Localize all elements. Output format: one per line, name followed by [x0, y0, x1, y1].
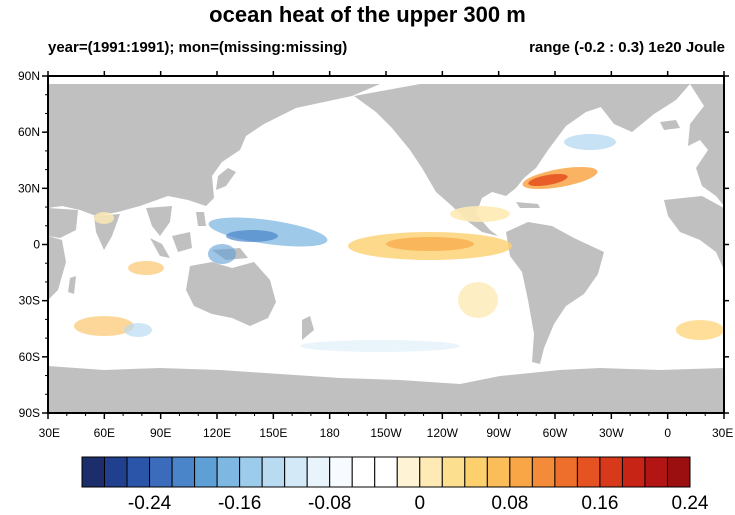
land-southamerica [506, 222, 604, 364]
lon-tick-label: 60E [94, 426, 115, 440]
lon-tick-label: 30E [712, 426, 733, 440]
lat-tick-label: 30S [19, 294, 40, 308]
land-northamerica [354, 84, 620, 236]
land-arabia [48, 208, 78, 238]
colorbar-swatch [171, 456, 196, 488]
anomaly-east-pacific-core [386, 237, 474, 251]
chart-title: ocean heat of the upper 300 m [209, 2, 526, 27]
colorbar-swatch [81, 456, 106, 488]
colorbar-swatch [509, 456, 533, 488]
lat-tick-label: 60N [18, 125, 40, 139]
colorbar-swatch [149, 456, 173, 488]
lat-tick-label: 90N [18, 69, 40, 83]
anomaly-layer [74, 134, 724, 352]
subtitle-period: year=(1991:1991); mon=(missing:missing) [48, 39, 348, 56]
lon-tick-label: 180 [320, 426, 340, 440]
colorbar-swatch [306, 456, 331, 488]
land-newzealand [302, 316, 314, 340]
land-africa-west [664, 196, 724, 270]
lon-tick-label: 90W [486, 426, 511, 440]
colorbar-swatch [621, 456, 646, 488]
anomaly-south-indian-cool [124, 323, 152, 337]
colorbar-label: 0.08 [491, 493, 528, 514]
lon-tick-label: 30E [39, 426, 60, 440]
land-iceland [660, 120, 680, 130]
land-sumatra [150, 238, 170, 258]
longitude-axis: 30E 60E 90E 120E 150E 180 150W 120W 90W 60W 30W 0 30… [39, 71, 733, 440]
anomaly-indian-warm [128, 261, 164, 275]
subtitle-range: range (-0.2 : 0.3) 1e20 Joule [529, 39, 725, 56]
colorbar-label: 0.24 [672, 493, 709, 514]
colorbar-label: -0.16 [218, 493, 261, 514]
colorbar-swatch [239, 456, 263, 488]
lon-tick-label: 150W [370, 426, 402, 440]
anomaly-west-pacific-core [226, 230, 278, 242]
lon-tick-label: 120W [427, 426, 459, 440]
colorbar-swatch [419, 456, 443, 488]
latitude-axis: 90N 60N 30N 0 30S 60S 90S [18, 69, 729, 420]
anomaly-arabian-warm [94, 212, 114, 224]
lon-tick-label: 150E [259, 426, 287, 440]
colorbar-label: -0.08 [308, 493, 351, 514]
colorbar-swatch [261, 456, 286, 488]
land-cuba [516, 202, 540, 208]
land-japan [216, 168, 236, 190]
colorbar-swatch [284, 456, 308, 488]
land-europe [688, 84, 724, 206]
lon-tick-label: 0 [664, 426, 671, 440]
colorbar-swatch [486, 456, 511, 488]
colorbar-label: 0 [414, 493, 425, 514]
colorbar-labels: -0.24 -0.16 -0.08 0 0.08 0.16 0.24 [128, 493, 709, 514]
land-borneo [172, 232, 192, 252]
colorbar-swatch [329, 456, 353, 488]
colorbar-swatch [554, 456, 578, 488]
colorbar-swatch [599, 456, 623, 488]
anomaly-north-pacific-warm [450, 206, 510, 222]
land-australia [186, 262, 276, 326]
lon-tick-label: 90E [150, 426, 171, 440]
colorbar-swatch [666, 456, 691, 488]
land-africa [48, 236, 66, 300]
colorbar-swatch [531, 456, 556, 488]
land-greenland [586, 84, 690, 132]
lon-tick-label: 120E [203, 426, 231, 440]
colorbar-swatch [396, 456, 421, 488]
land-layer [48, 84, 724, 413]
colorbar-swatch [194, 456, 218, 488]
lon-tick-label: 60W [543, 426, 568, 440]
colorbar-label: 0.16 [581, 493, 618, 514]
anomaly-gulfstream-core [528, 173, 568, 187]
lat-tick-label: 60S [19, 350, 40, 364]
colorbar-label: -0.24 [128, 493, 172, 514]
lat-tick-label: 90S [19, 406, 40, 420]
colorbar [81, 456, 691, 488]
colorbar-swatch [351, 456, 376, 488]
lat-tick-label: 30N [18, 181, 40, 195]
colorbar-swatch [441, 456, 466, 488]
colorbar-swatch [126, 456, 151, 488]
land-indochina [146, 206, 172, 236]
anomaly-south-atlantic-warm [676, 320, 724, 340]
land-eurasia [48, 84, 380, 216]
land-antarctica [48, 366, 724, 413]
anomaly-south-pacific-warm [458, 282, 498, 318]
lat-tick-label: 0 [33, 238, 40, 252]
anomaly-labrador-cool [564, 134, 616, 150]
lon-tick-label: 30W [599, 426, 624, 440]
anomaly-south-ocean-cool [300, 340, 460, 352]
colorbar-swatch [644, 456, 668, 488]
colorbar-swatch [374, 456, 398, 488]
land-philippines [196, 212, 206, 226]
land-madagascar [68, 276, 76, 294]
anomaly-south-indian-warm [74, 316, 134, 336]
colorbar-swatch [576, 456, 601, 488]
anomaly-maritime-cool [208, 244, 236, 264]
colorbar-swatch [464, 456, 488, 488]
colorbar-swatch [104, 456, 128, 488]
colorbar-swatch [216, 456, 241, 488]
